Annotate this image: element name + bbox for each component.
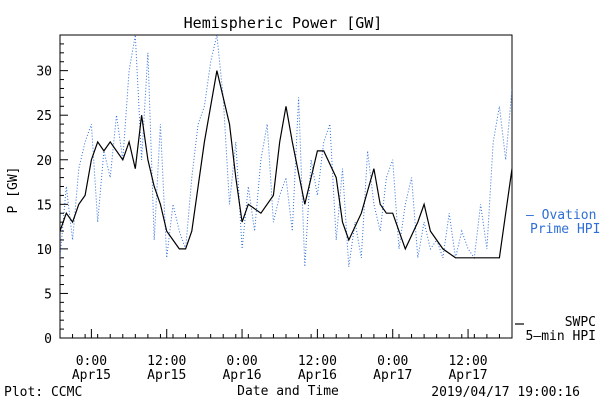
y-tick-label: 0	[44, 332, 52, 347]
plot-timestamp: 2019/04/17 19:00:16	[431, 385, 580, 400]
plot-credit: Plot: CCMC	[4, 385, 82, 400]
y-tick-label: 15	[36, 198, 52, 213]
chart-title: Hemispheric Power [GW]	[184, 14, 383, 32]
legend-swpc-label-line1: SWPC	[565, 315, 596, 330]
x-tick-time-label: 0:00	[226, 354, 257, 369]
y-tick-label: 5	[44, 287, 52, 302]
plot-frame	[59, 34, 513, 339]
x-tick-date-label: Apr17	[448, 368, 487, 383]
legend-ovation-label-line2: Prime HPI	[530, 222, 600, 237]
x-axis-ticks: 0:00Apr1512:00Apr150:00Apr1612:00Apr160:…	[59, 329, 513, 383]
x-tick-time-label: 12:00	[298, 354, 337, 369]
legend-swpc-label-line2: 5—min HPI	[526, 329, 596, 344]
y-axis-label: P [GW]	[6, 167, 21, 214]
x-tick-time-label: 0:00	[377, 354, 408, 369]
y-axis-ticks: 0 5 10 15 20 25 30	[36, 34, 68, 347]
y-tick-label: 10	[36, 243, 52, 258]
series-layer	[60, 35, 512, 267]
x-tick-date-label: Apr15	[72, 368, 111, 383]
y-tick-label: 20	[36, 154, 52, 169]
y-tick-label: 30	[36, 65, 52, 80]
x-axis-label: Date and Time	[237, 384, 339, 399]
x-tick-date-label: Apr16	[298, 368, 337, 383]
x-tick-time-label: 0:00	[76, 354, 107, 369]
x-tick-date-label: Apr15	[147, 368, 186, 383]
x-tick-date-label: Apr17	[373, 368, 412, 383]
legend-ovation-label-line1: — Ovation	[526, 208, 596, 223]
x-tick-date-label: Apr16	[222, 368, 261, 383]
y-tick-label: 25	[36, 109, 52, 124]
swpc-hpi-line	[60, 70, 512, 259]
ovation-prime-hpi-line	[60, 35, 512, 267]
x-tick-time-label: 12:00	[147, 354, 186, 369]
x-tick-time-label: 12:00	[448, 354, 487, 369]
